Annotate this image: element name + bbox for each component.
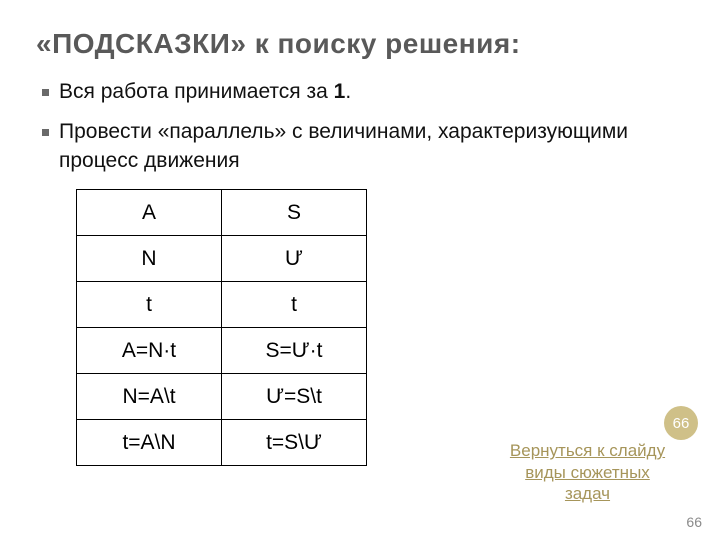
bullet-marker-icon [42,129,49,136]
table-row: A=N·t S=Ư·t [77,328,367,374]
bullet-item-1: Вся работа принимается за 1. [36,78,684,106]
return-link-line3: задач [565,484,610,503]
table-cell: t=A\N [77,420,222,466]
table-cell: S=Ư·t [222,328,367,374]
slide-number-badge-text: 66 [673,415,690,432]
table-cell: t=S\Ư [222,420,367,466]
table-cell: Ư=S\t [222,374,367,420]
table-row: t t [77,282,367,328]
bullet-text-2: Провести «параллель» с величинами, харак… [59,118,649,175]
bullet-item-2: Провести «параллель» с величинами, харак… [36,118,684,175]
table-row: A S [77,190,367,236]
bullet-marker-icon [42,89,49,96]
table-cell: N=A\t [77,374,222,420]
slide-title: «ПОДСКАЗКИ» к поиску решения: [36,28,684,60]
table-cell: t [77,282,222,328]
slide-number-badge: 66 [664,406,698,440]
slide-container: «ПОДСКАЗКИ» к поиску решения: Вся работа… [0,0,720,540]
table-cell: Ư [222,236,367,282]
table-cell: N [77,236,222,282]
return-link[interactable]: Вернуться к слайду виды сюжетных задач [495,440,680,504]
table-cell: A [77,190,222,236]
table-cell: t [222,282,367,328]
table-row: N Ư [77,236,367,282]
table-cell: A=N·t [77,328,222,374]
table-row: N=A\t Ư=S\t [77,374,367,420]
bullet-text-1: Вся работа принимается за 1. [59,78,684,106]
table-row: t=A\N t=S\Ư [77,420,367,466]
formula-table: A S N Ư t t A=N·t S=Ư·t N=A\t Ư=S\t t=A\… [76,189,367,466]
table-cell: S [222,190,367,236]
return-link-line1: Вернуться к слайду [510,441,665,460]
footer-slide-number: 66 [686,514,702,530]
return-link-line2: виды сюжетных [525,463,650,482]
